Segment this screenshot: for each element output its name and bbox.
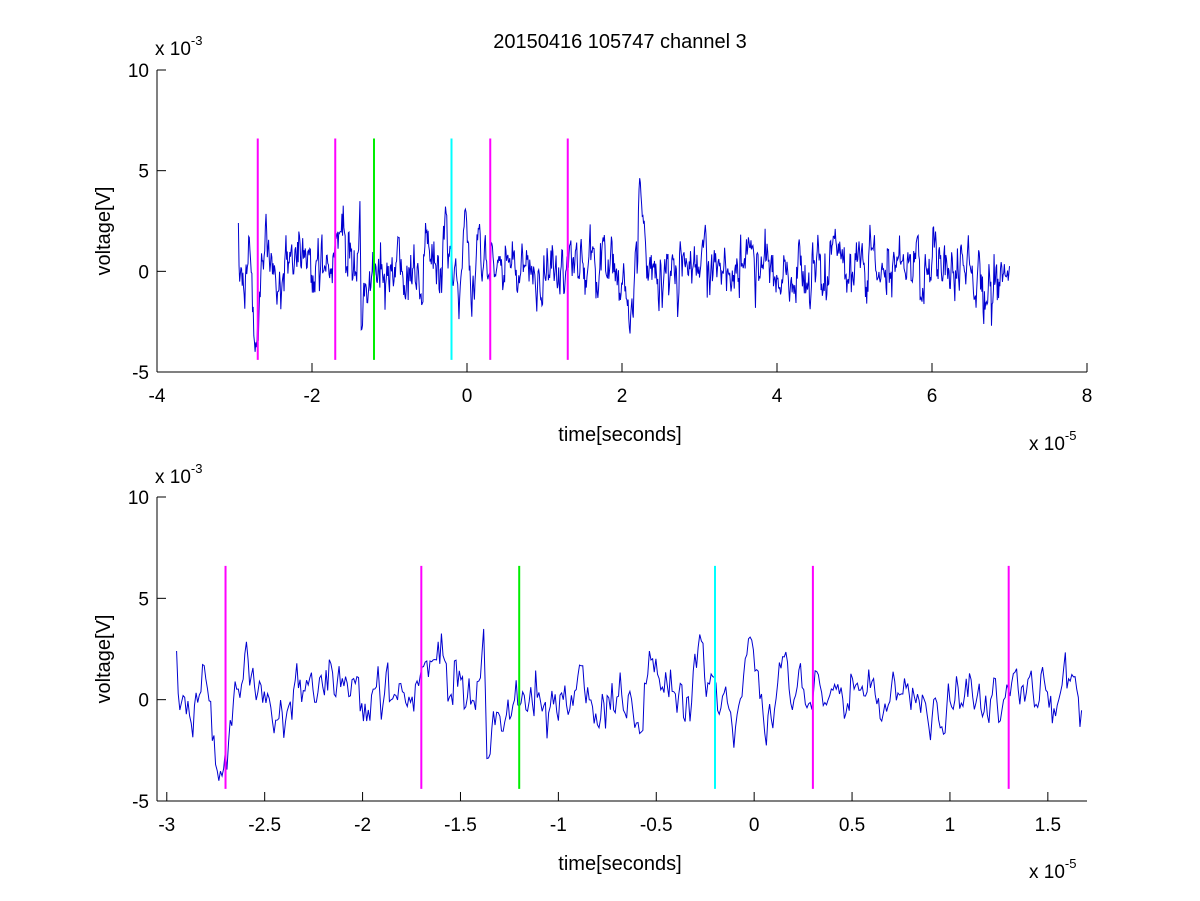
x-tick-label: -2.5 [248,815,281,836]
x-tick-label: 8 [1082,386,1093,407]
x-tick-label: -0.5 [640,815,673,836]
y-exponent-label: x 10-3 [155,461,202,488]
x-tick-label: 0 [462,386,473,407]
y-tick-label: 10 [128,61,149,82]
bottom-subplot: -3 -2.5 -2 -1.5 -1 -0.5 0 0.5 1 1.5 -5 0 5 10 x 10-3 x … [93,461,1087,883]
x-tick-label: 1.5 [1035,815,1061,836]
chart-title: 20150416 105747 channel 3 [493,31,747,53]
x-tick-label: -1.5 [444,815,477,836]
x-tick-label: 4 [772,386,783,407]
x-tick-label: 6 [927,386,938,407]
signal-series-line [237,178,1010,352]
top-subplot: -4 -2 0 2 4 6 8 -5 0 5 10 x 10-3 x 10-5 time[seconds]… [93,33,1092,455]
y-tick-label: -5 [132,792,149,813]
x-exponent-label: x 10-5 [1029,428,1076,455]
x-tick-label: -2 [354,815,371,836]
x-exponent-label: x 10-5 [1029,856,1076,883]
signal-series-line [176,628,1083,781]
x-tick-label: 2 [617,386,628,407]
x-axis-label: time[seconds] [558,424,681,446]
x-tick-label: -4 [149,386,166,407]
y-tick-label: 5 [138,589,149,610]
x-tick-label: -1 [550,815,567,836]
y-tick-label: -5 [132,363,149,384]
x-tick-label: 1 [945,815,956,836]
x-tick-label: 0.5 [839,815,865,836]
x-tick-label: -2 [304,386,321,407]
y-tick-label: 0 [138,691,149,712]
y-axis-label: voltage[V] [93,615,115,704]
x-tick-label: 0 [749,815,760,836]
y-tick-label: 5 [138,162,149,183]
y-tick-label: 10 [128,488,149,509]
y-exponent-label: x 10-3 [155,33,202,60]
y-axis-label: voltage[V] [93,187,115,276]
y-tick-label: 0 [138,262,149,283]
x-tick-label: -3 [158,815,175,836]
x-axis-label: time[seconds] [558,853,681,875]
